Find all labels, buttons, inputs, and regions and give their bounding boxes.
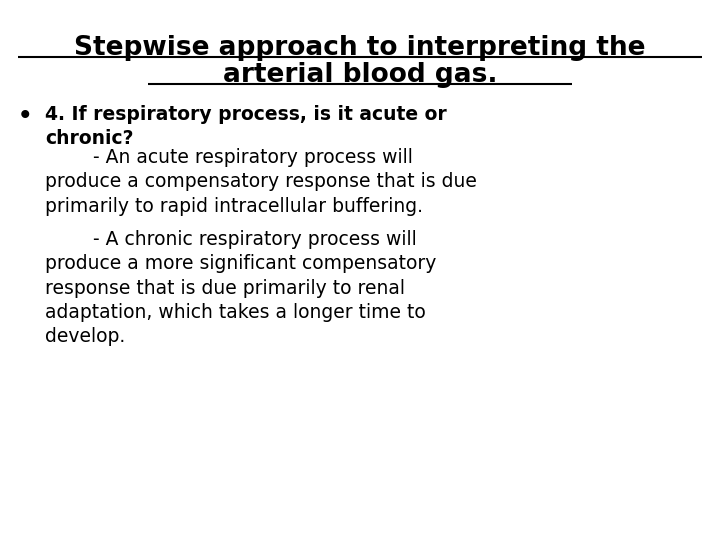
Text: arterial blood gas.: arterial blood gas. (222, 62, 498, 88)
Text: - An acute respiratory process will
produce a compensatory response that is due
: - An acute respiratory process will prod… (45, 148, 477, 215)
Text: - A chronic respiratory process will
produce a more significant compensatory
res: - A chronic respiratory process will pro… (45, 230, 436, 346)
Text: Stepwise approach to interpreting the: Stepwise approach to interpreting the (74, 35, 646, 61)
Text: •: • (18, 105, 32, 128)
Text: 4. If respiratory process, is it acute or
chronic?: 4. If respiratory process, is it acute o… (45, 105, 446, 148)
